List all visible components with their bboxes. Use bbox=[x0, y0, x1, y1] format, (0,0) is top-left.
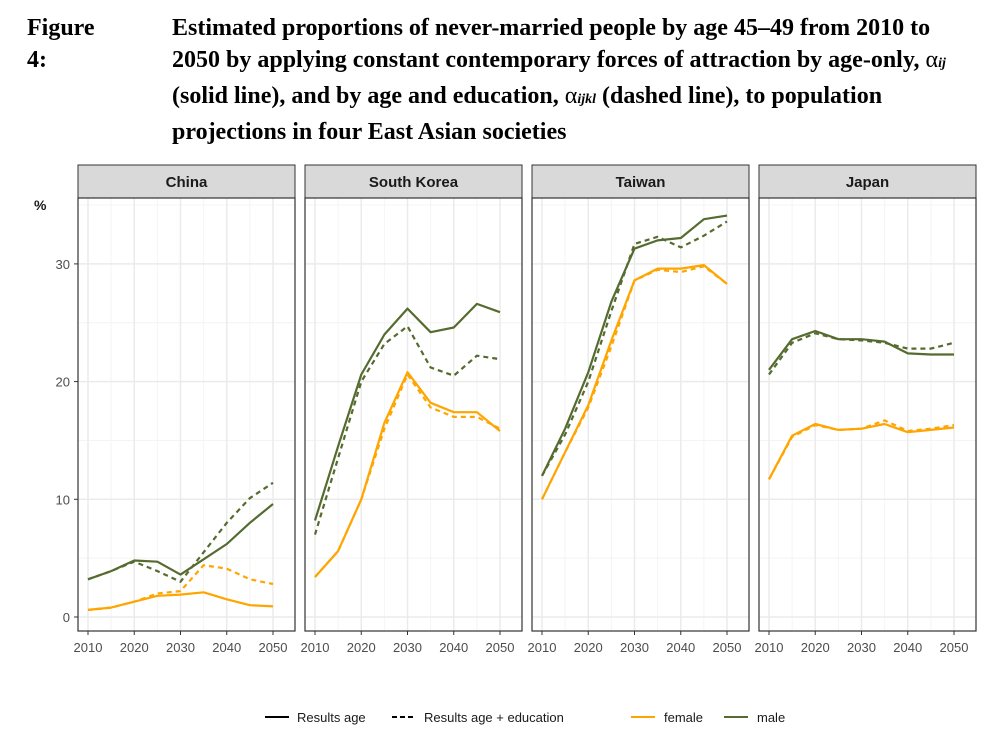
strip-header bbox=[77, 164, 296, 199]
legend-label: male bbox=[757, 710, 785, 725]
x-tick-label: 2010 bbox=[528, 640, 557, 655]
x-tick-label: 2020 bbox=[120, 640, 149, 655]
y-tick-label: 30 bbox=[56, 257, 70, 272]
legend-label: Results age + education bbox=[424, 710, 564, 725]
y-tick-label: 20 bbox=[56, 375, 70, 390]
series-line-male-age-education bbox=[87, 481, 274, 583]
subscript: ijkl bbox=[577, 92, 596, 107]
panel-taiwan: Taiwan 2010 2020 2030 2040 2050 bbox=[528, 164, 750, 655]
x-tick-label: 2030 bbox=[847, 640, 876, 655]
series-line-male-age bbox=[541, 214, 728, 477]
panel-japan: Japan 2010 2020 2030 2040 2050 bbox=[755, 164, 977, 655]
x-tick-label: 2030 bbox=[620, 640, 649, 655]
plot-background bbox=[78, 198, 295, 631]
caption-part: Estimated proportions of never-married p… bbox=[172, 15, 931, 73]
x-tick-label: 2010 bbox=[74, 640, 103, 655]
strip-header bbox=[758, 164, 977, 199]
x-tick-label: 2030 bbox=[166, 640, 195, 655]
strip-label: Taiwan bbox=[616, 174, 666, 191]
panel-south-korea: South Korea 2010 2020 2030 2040 2050 bbox=[301, 164, 523, 655]
strip-header bbox=[304, 164, 523, 199]
panel-border bbox=[77, 197, 296, 632]
subscript: ij bbox=[938, 56, 946, 71]
legend: Results age Results age + education female… bbox=[265, 710, 785, 725]
x-tick-label: 2020 bbox=[347, 640, 376, 655]
series-line-male-age-education bbox=[541, 220, 728, 477]
y-tick-label: 10 bbox=[56, 492, 70, 507]
x-tick-label: 2040 bbox=[439, 640, 468, 655]
x-tick-label: 2050 bbox=[940, 640, 969, 655]
x-tick-label: 2040 bbox=[212, 640, 241, 655]
series-line-female-age-education bbox=[87, 564, 274, 611]
figure-label: Figure 4: bbox=[27, 15, 95, 73]
plot-background bbox=[305, 198, 522, 631]
x-tick-label: 2040 bbox=[666, 640, 695, 655]
caption-part: (solid line), and by age and education, bbox=[172, 83, 565, 109]
strip-label: China bbox=[166, 174, 208, 191]
legend-label: Results age bbox=[297, 710, 366, 725]
figure-caption: Estimated proportions of never-married p… bbox=[172, 12, 982, 148]
y-tick-label: 0 bbox=[63, 610, 70, 625]
strip-label: South Korea bbox=[369, 174, 459, 191]
x-tick-label: 2010 bbox=[301, 640, 330, 655]
caption-part: (dashed line), to population projections… bbox=[172, 83, 883, 145]
y-axis-label: % bbox=[34, 197, 47, 213]
x-tick-label: 2040 bbox=[893, 640, 922, 655]
alpha-symbol: α bbox=[925, 47, 939, 73]
series-line-male-age bbox=[87, 503, 274, 581]
panel-border bbox=[758, 197, 977, 632]
x-tick-label: 2050 bbox=[486, 640, 515, 655]
legend-label: female bbox=[664, 710, 703, 725]
x-tick-label: 2050 bbox=[259, 640, 288, 655]
plot-background bbox=[532, 198, 749, 631]
x-tick-label: 2030 bbox=[393, 640, 422, 655]
x-tick-label: 2050 bbox=[713, 640, 742, 655]
series-line-female-age-education bbox=[541, 265, 728, 500]
series-line-female-age bbox=[314, 371, 501, 578]
series-line-female-age-education bbox=[768, 419, 955, 480]
series-line-male-age-education bbox=[313, 325, 501, 535]
strip-label: Japan bbox=[846, 174, 889, 191]
plot-background bbox=[759, 198, 976, 631]
panel-border bbox=[304, 197, 523, 632]
x-tick-label: 2020 bbox=[574, 640, 603, 655]
series-line-male-age bbox=[768, 329, 954, 371]
strip-header bbox=[531, 164, 750, 199]
panel-border bbox=[531, 197, 750, 632]
x-tick-label: 2020 bbox=[801, 640, 830, 655]
series-line-male-age bbox=[313, 302, 501, 521]
series-line-male-age-education bbox=[768, 332, 955, 376]
alpha-symbol: α bbox=[564, 83, 578, 109]
x-tick-label: 2010 bbox=[755, 640, 784, 655]
